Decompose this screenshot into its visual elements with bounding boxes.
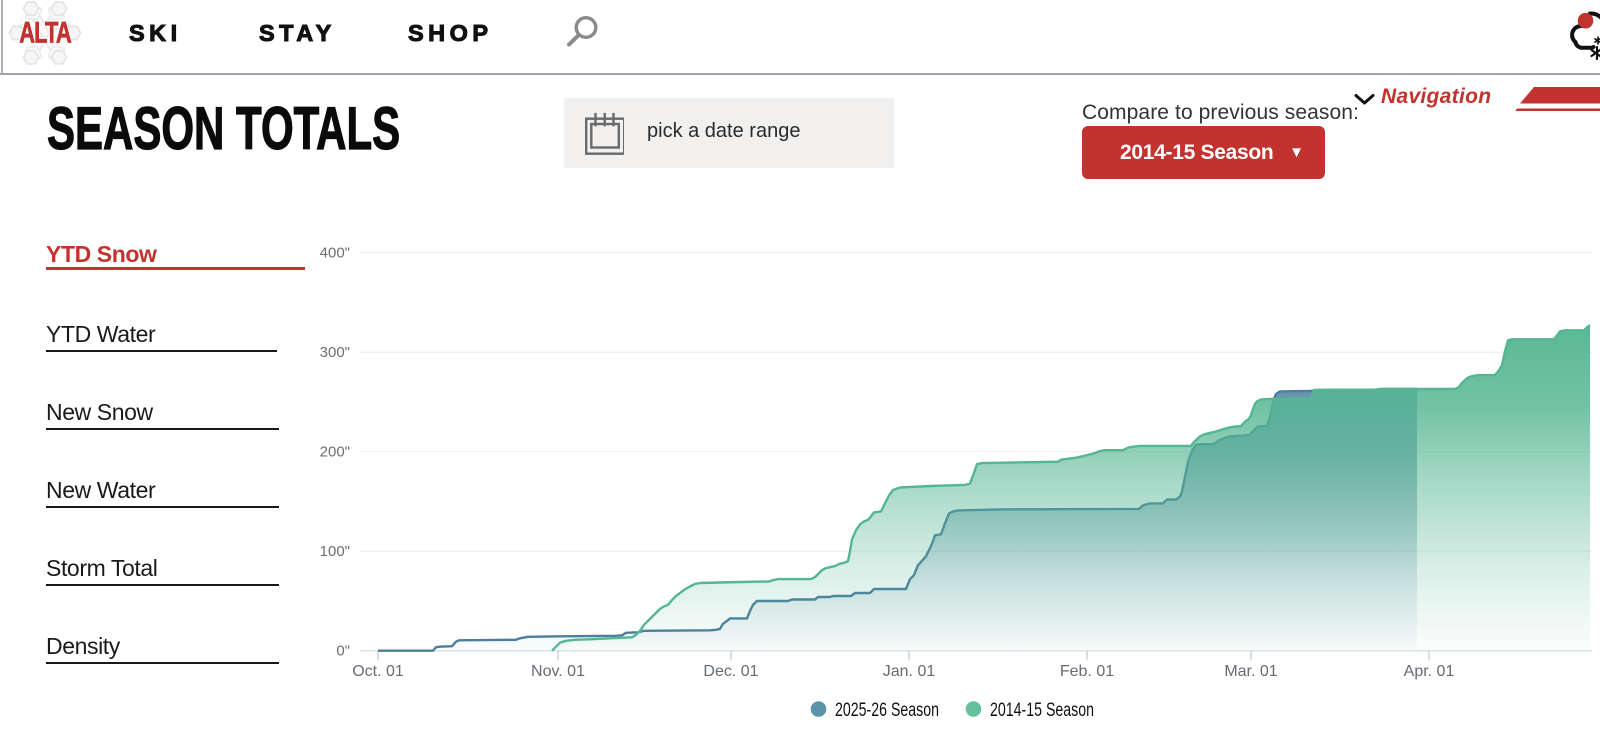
svg-text:2025-26 Season: 2025-26 Season: [835, 700, 939, 721]
svg-text:Mar. 01: Mar. 01: [1224, 663, 1277, 680]
svg-text:Dec. 01: Dec. 01: [703, 663, 758, 680]
svg-text:Feb. 01: Feb. 01: [1060, 663, 1114, 680]
svg-text:100": 100": [320, 543, 350, 560]
svg-text:0": 0": [336, 643, 350, 660]
svg-text:ALTA: ALTA: [19, 15, 72, 49]
svg-text:400": 400": [320, 245, 350, 262]
svg-text:2014-15 Season: 2014-15 Season: [990, 700, 1094, 721]
svg-text:Oct. 01: Oct. 01: [352, 663, 404, 680]
svg-text:Nov. 01: Nov. 01: [531, 663, 585, 680]
svg-text:300": 300": [320, 344, 350, 361]
svg-text:Apr. 01: Apr. 01: [1404, 663, 1455, 680]
svg-text:ALTA: ALTA: [19, 15, 72, 49]
svg-text:200": 200": [320, 444, 350, 461]
svg-text:Jan. 01: Jan. 01: [883, 663, 936, 680]
